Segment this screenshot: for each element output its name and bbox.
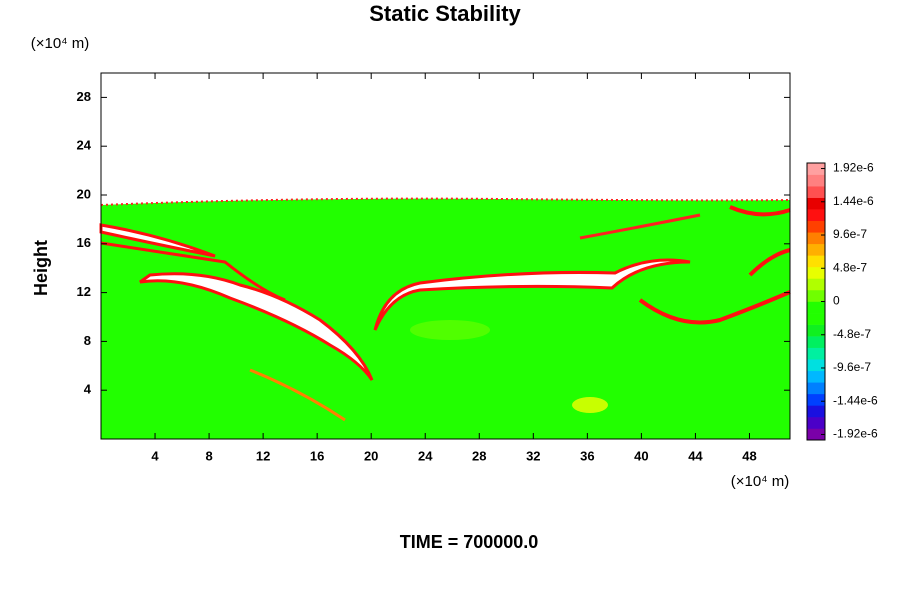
colorbar-band <box>807 255 825 268</box>
x-tick-label: 20 <box>364 448 378 463</box>
colorbar-band <box>807 278 825 291</box>
colorbar-band <box>807 301 825 314</box>
y-unit: (×10⁴ m) <box>31 35 90 52</box>
colorbar-tick-label: -4.8e-7 <box>833 327 871 341</box>
colorbar-tick-label: -1.92e-6 <box>833 427 878 441</box>
colorbar-tick-label: 1.92e-6 <box>833 161 874 175</box>
colorbar-band <box>807 336 825 348</box>
x-tick-label: 8 <box>205 448 212 463</box>
colorbar-band <box>807 405 825 418</box>
colorbar-band <box>807 232 825 245</box>
colorbar-band <box>807 382 825 395</box>
chart-title: Static Stability <box>369 1 521 26</box>
colorbar-band <box>807 347 825 360</box>
x-tick-label: 16 <box>310 448 324 463</box>
colorbar-band <box>807 163 825 175</box>
colorbar-band <box>807 243 825 256</box>
x-unit: (×10⁴ m) <box>731 473 790 490</box>
colorbar-band <box>807 370 825 383</box>
colorbar-tick-label: 4.8e-7 <box>833 260 867 274</box>
colorbar-tick-label: 0 <box>833 294 840 308</box>
y-tick-label: 12 <box>77 284 91 299</box>
x-tick-label: 24 <box>418 448 433 463</box>
x-tick-label: 4 <box>151 448 159 463</box>
colorbar-band <box>807 174 825 187</box>
x-tick-label: 28 <box>472 448 486 463</box>
x-tick-label: 12 <box>256 448 270 463</box>
x-tick-label: 36 <box>580 448 594 463</box>
y-tick-label: 16 <box>77 235 91 250</box>
x-tick-label: 44 <box>688 448 703 463</box>
y-tick-label: 24 <box>77 138 92 153</box>
colorbar-band <box>807 428 825 441</box>
x-tick-label: 32 <box>526 448 540 463</box>
colorbar-tick-label: -9.6e-7 <box>833 360 871 374</box>
plot-frame <box>100 72 791 440</box>
colorbar-band <box>807 359 825 372</box>
colorbar-tick-label: 9.6e-7 <box>833 227 867 241</box>
colorbar-band <box>807 197 825 210</box>
colorbar-band <box>807 393 825 406</box>
field <box>99 197 791 439</box>
y-tick-label: 4 <box>84 382 92 397</box>
footer-time: TIME = 700000.0 <box>400 532 539 552</box>
y-tick-label: 8 <box>84 333 91 348</box>
colorbar-band <box>807 313 825 325</box>
x-tick-label: 40 <box>634 448 648 463</box>
colorbar-band <box>807 416 825 429</box>
y-tick-label: 28 <box>77 89 91 104</box>
x-tick-label: 48 <box>742 448 756 463</box>
colorbar-tick-label: 1.44e-6 <box>833 194 874 208</box>
y-tick-label: 20 <box>77 186 91 201</box>
colorbar-band <box>807 324 825 337</box>
colorbar-band <box>807 186 825 198</box>
y-axis-label: Height <box>31 240 51 296</box>
colorbar-band <box>807 220 825 233</box>
colorbar-band <box>807 209 825 222</box>
colorbar-band <box>807 289 825 302</box>
colorbar-tick-label: -1.44e-6 <box>833 393 878 407</box>
colorbar-band <box>807 266 825 279</box>
